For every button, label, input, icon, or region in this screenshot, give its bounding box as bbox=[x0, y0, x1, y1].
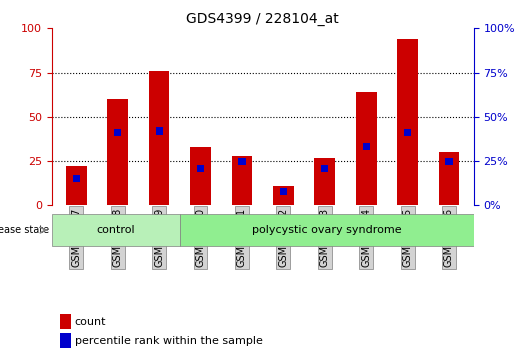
Bar bbox=[149, 71, 169, 205]
Bar bbox=[321, 165, 329, 172]
Bar bbox=[156, 127, 163, 135]
Bar bbox=[404, 129, 411, 136]
FancyBboxPatch shape bbox=[52, 214, 180, 246]
Text: control: control bbox=[96, 225, 135, 235]
Bar bbox=[445, 158, 453, 165]
Bar bbox=[363, 143, 370, 150]
Text: count: count bbox=[75, 316, 106, 327]
Bar bbox=[60, 333, 71, 348]
Bar bbox=[108, 99, 128, 205]
Title: GDS4399 / 228104_at: GDS4399 / 228104_at bbox=[186, 12, 339, 26]
FancyBboxPatch shape bbox=[180, 214, 474, 246]
Bar bbox=[66, 166, 87, 205]
Text: percentile rank within the sample: percentile rank within the sample bbox=[75, 336, 263, 346]
Bar bbox=[273, 186, 294, 205]
Text: polycystic ovary syndrome: polycystic ovary syndrome bbox=[252, 225, 402, 235]
Bar bbox=[238, 158, 246, 165]
Bar bbox=[439, 152, 459, 205]
Bar bbox=[232, 156, 252, 205]
Bar bbox=[197, 165, 204, 172]
Bar bbox=[280, 188, 287, 195]
Bar bbox=[314, 158, 335, 205]
Text: disease state: disease state bbox=[0, 225, 49, 235]
Bar bbox=[356, 92, 376, 205]
Bar bbox=[190, 147, 211, 205]
Bar bbox=[60, 314, 71, 329]
Bar bbox=[73, 175, 80, 182]
Bar bbox=[397, 39, 418, 205]
Bar bbox=[114, 129, 122, 136]
